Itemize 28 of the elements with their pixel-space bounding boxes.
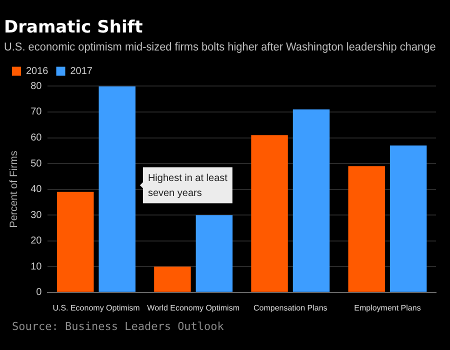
annotation: Highest in at least seven years: [148, 173, 228, 200]
source-note: Source: Business Leaders Outlook: [12, 320, 224, 333]
chart-title: Dramatic Shift: [4, 18, 143, 38]
legend-label: 2017: [70, 66, 93, 77]
y-tick-label: 60: [30, 132, 42, 144]
y-tick-label: 0: [36, 287, 42, 298]
y-tick-label: 30: [30, 210, 42, 221]
y-tick-label: 80: [30, 80, 42, 92]
bar: [348, 166, 385, 292]
y-tick-label: 70: [30, 106, 42, 118]
bar: [154, 266, 191, 292]
legend-label: 2016: [26, 66, 49, 77]
bar: [98, 86, 136, 292]
bar: [251, 135, 288, 292]
x-tick-label: Compensation Plans: [253, 303, 328, 312]
y-tick-label: 50: [30, 158, 42, 170]
x-tick-label: U.S. Economy Optimism: [52, 303, 140, 312]
chart-subtitle: U.S. economic optimism mid-sized firms bolts higher after Washington leadership change: [4, 41, 436, 54]
bar: [292, 109, 330, 292]
bar: [57, 192, 94, 292]
bar: [196, 215, 233, 292]
x-tick-label: Employment Plans: [354, 303, 421, 312]
y-axis-title: Percent of Firms: [8, 150, 20, 228]
y-tick-label: 10: [30, 261, 42, 272]
bar: [390, 145, 427, 292]
y-tick-label: 40: [30, 184, 42, 196]
y-tick-label: 20: [30, 236, 42, 247]
x-tick-label: World Economy Optimism: [147, 303, 240, 312]
